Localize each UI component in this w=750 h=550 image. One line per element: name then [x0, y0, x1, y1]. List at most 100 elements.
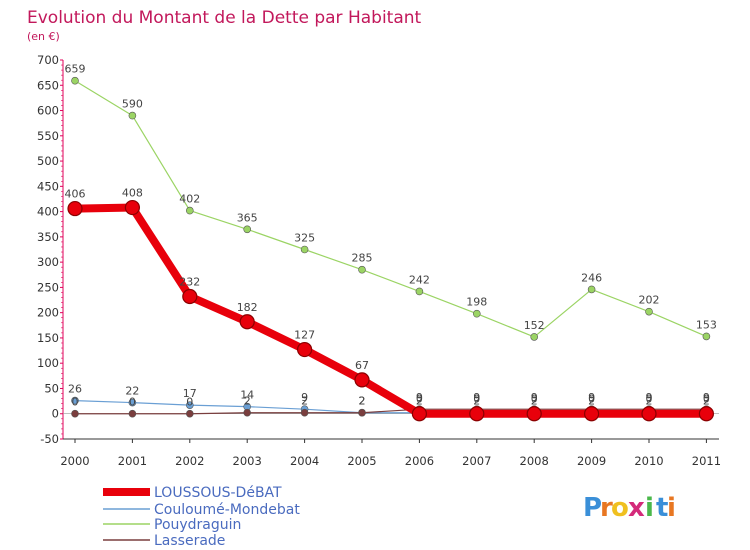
data-label-3: 0 [129, 396, 136, 409]
data-label-2: 202 [639, 294, 660, 307]
data-label-1: 9 [301, 391, 308, 404]
data-point-3 [71, 409, 79, 418]
data-label-2: 365 [237, 211, 258, 224]
data-label-3: 0 [186, 396, 193, 409]
data-label-2: 659 [65, 63, 86, 76]
data-label-1: 22 [125, 385, 139, 398]
data-point-2 [243, 225, 251, 234]
data-label-1: 17 [183, 387, 197, 400]
data-point-2 [300, 245, 309, 254]
data-point-1 [71, 396, 79, 405]
y-tick-label: 0 [52, 407, 59, 421]
data-point-2 [702, 332, 711, 341]
data-point-2 [186, 206, 194, 215]
data-point-1 [128, 398, 137, 407]
data-point-0 [641, 406, 657, 422]
y-tick-label: -50 [40, 432, 59, 446]
chart-subtitle: (en €) [27, 30, 60, 43]
legend-label-1: Couloumé-Mondebat [154, 502, 300, 518]
data-label-1: 14 [240, 389, 254, 402]
data-label-3: 9 [531, 391, 538, 404]
data-point-3 [128, 409, 137, 418]
data-point-0 [411, 406, 427, 422]
data-label-0: 0 [646, 393, 653, 406]
data-label-3: 2 [359, 395, 366, 408]
data-point-0 [124, 199, 140, 216]
series-line-0 [71, 203, 711, 418]
data-label-0: 408 [122, 187, 143, 200]
data-point-0 [583, 406, 600, 422]
data-label-1: 2 [703, 395, 710, 408]
data-label-2: 246 [581, 271, 602, 284]
data-label-1: 2 [359, 395, 366, 408]
data-point-2 [472, 309, 481, 318]
data-label-0: 182 [237, 301, 258, 314]
logo-letter: x [628, 493, 645, 523]
x-tick-label: 2009 [577, 454, 606, 468]
data-point-0 [67, 200, 83, 217]
x-tick-label: 2008 [520, 454, 549, 468]
data-point-2 [358, 265, 366, 274]
proxiti-logo: Pro x i ti [583, 493, 676, 523]
data-point-2 [587, 285, 596, 294]
data-label-2: 402 [179, 193, 200, 206]
legend-label-3: Lasserade [154, 533, 225, 549]
data-point-2 [415, 287, 424, 296]
y-tick-label: 700 [37, 53, 59, 67]
data-point-0 [469, 406, 485, 422]
logo-letter: i [667, 493, 676, 523]
data-label-2: 198 [466, 296, 487, 309]
y-tick-label: 350 [37, 230, 59, 244]
y-tick-label: 400 [37, 205, 59, 219]
x-tick-label: 2006 [405, 454, 434, 468]
data-label-0: 0 [416, 393, 423, 406]
x-tick-label: 2003 [233, 454, 262, 468]
series-line-3 [74, 408, 708, 415]
data-label-2: 285 [352, 252, 373, 265]
logo-letter: o [611, 493, 629, 523]
data-point-2 [128, 111, 137, 120]
data-label-3: 9 [646, 391, 653, 404]
data-label-1: 2 [416, 395, 423, 408]
y-tick-label: 450 [37, 179, 59, 193]
data-label-0: 67 [355, 359, 369, 372]
legend: LOUSSOUS-DéBATCouloumé-MondebatPouydragu… [103, 485, 300, 549]
data-point-0 [354, 372, 370, 388]
data-point-2 [645, 307, 653, 316]
data-label-2: 590 [122, 98, 143, 111]
data-label-3: 9 [473, 391, 480, 404]
data-point-0 [297, 341, 313, 358]
logo-letter: t [656, 493, 668, 523]
data-label-1: 2 [473, 395, 480, 408]
y-tick-label: 650 [37, 78, 59, 92]
logo-letter: r [600, 493, 613, 523]
data-label-3: 2 [301, 395, 308, 408]
data-point-3 [243, 408, 251, 417]
x-tick-label: 2004 [290, 454, 319, 468]
data-point-2 [530, 333, 539, 341]
data-label-0: 0 [588, 393, 595, 406]
x-tick-label: 2007 [462, 454, 491, 468]
data-point-0 [182, 288, 198, 305]
legend-label-2: Pouydraguin [154, 517, 241, 533]
y-tick-label: 550 [37, 129, 59, 143]
data-label-2: 152 [524, 319, 545, 332]
logo-letter: i [645, 493, 654, 523]
data-point-2 [71, 76, 79, 85]
data-label-3: 9 [416, 391, 423, 404]
x-tick-label: 2010 [634, 454, 663, 468]
y-tick-label: 50 [44, 381, 59, 395]
y-tick-label: 150 [37, 331, 59, 345]
chart-title: Evolution du Montant de la Dette par Hab… [27, 8, 422, 28]
data-label-2: 242 [409, 273, 430, 286]
x-tick-label: 2000 [60, 454, 89, 468]
data-label-3: 9 [588, 391, 595, 404]
y-tick-label: 300 [37, 255, 59, 269]
data-label-1: 2 [531, 395, 538, 408]
x-tick-label: 2002 [175, 454, 204, 468]
data-label-0: 232 [179, 275, 200, 288]
x-tick-label: 2005 [347, 454, 376, 468]
